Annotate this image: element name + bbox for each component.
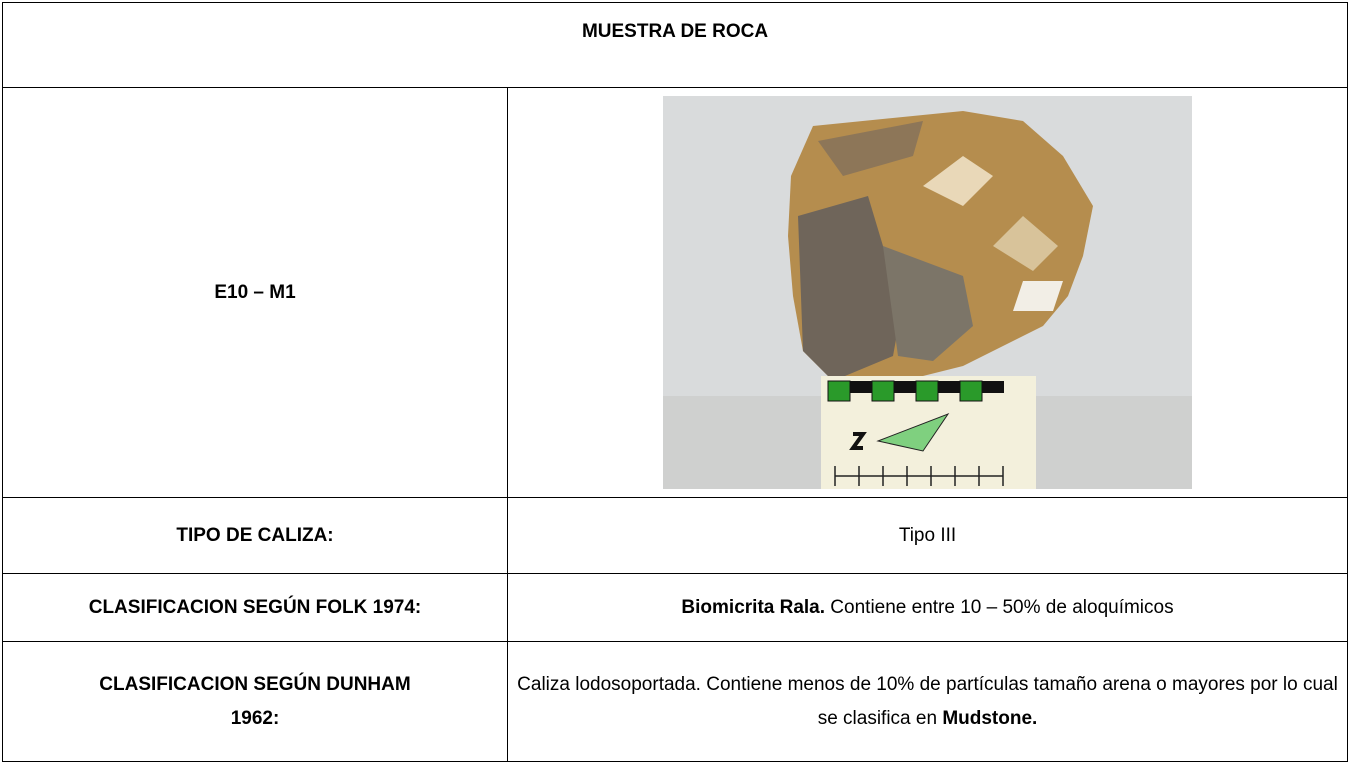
row-label: TIPO DE CALIZA: — [2, 497, 508, 574]
bold-text: Biomicrita Rala. — [681, 596, 826, 618]
photo-cell — [506, 87, 1349, 498]
sample-id: E10 – M1 — [2, 87, 508, 498]
text: Tipo III — [898, 524, 957, 546]
row-value: Biomicrita Rala. Contiene entre 10 – 50%… — [506, 573, 1349, 642]
text: Caliza lodosoportada. Contiene menos de … — [517, 673, 1344, 729]
row-value: Tipo III — [506, 497, 1349, 574]
row-label: CLASIFICACION SEGÚN DUNHAM 1962: — [2, 641, 508, 762]
row-label: CLASIFICACION SEGÚN FOLK 1974: — [2, 573, 508, 642]
row-value: Caliza lodosoportada. Contiene menos de … — [506, 641, 1349, 762]
table-title: MUESTRA DE ROCA — [1, 2, 1349, 88]
rock-photo — [663, 96, 1192, 489]
text: Contiene entre 10 – 50% de aloquímicos — [825, 596, 1174, 618]
bold-text: Mudstone. — [942, 707, 1038, 729]
